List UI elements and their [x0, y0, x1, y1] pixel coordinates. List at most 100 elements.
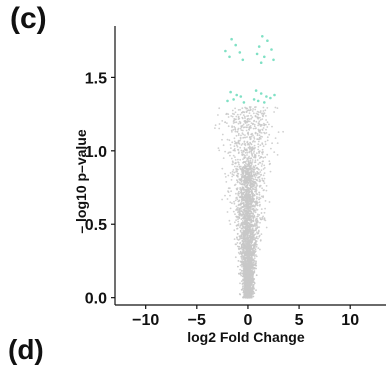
- nonsignificant-point: [249, 244, 252, 246]
- nonsignificant-point: [255, 208, 258, 210]
- significant-point: [232, 98, 235, 101]
- nonsignificant-point: [242, 149, 245, 152]
- nonsignificant-point: [252, 284, 255, 286]
- nonsignificant-point: [261, 142, 264, 145]
- nonsignificant-point: [243, 277, 246, 280]
- nonsignificant-point: [249, 227, 251, 230]
- nonsignificant-point: [227, 116, 230, 118]
- nonsignificant-point: [242, 126, 245, 129]
- nonsignificant-point: [235, 192, 237, 195]
- nonsignificant-point: [251, 146, 254, 149]
- nonsignificant-point: [261, 153, 264, 155]
- nonsignificant-point: [243, 279, 245, 281]
- nonsignificant-point: [237, 200, 240, 203]
- significant-point: [256, 99, 260, 103]
- nonsignificant-point: [248, 249, 251, 251]
- nonsignificant-point: [250, 157, 253, 160]
- nonsignificant-point: [250, 135, 253, 138]
- nonsignificant-point: [248, 255, 251, 257]
- nonsignificant-point: [246, 193, 248, 196]
- nonsignificant-point: [241, 142, 244, 145]
- nonsignificant-point: [256, 184, 259, 187]
- nonsignificant-point: [250, 172, 253, 175]
- nonsignificant-point: [258, 120, 261, 123]
- nonsignificant-point: [245, 257, 248, 259]
- nonsignificant-point: [254, 106, 256, 109]
- nonsignificant-point: [262, 174, 265, 177]
- nonsignificant-point: [251, 240, 254, 242]
- nonsignificant-point: [234, 199, 237, 202]
- nonsignificant-point: [251, 204, 254, 207]
- nonsignificant-point: [250, 296, 253, 298]
- nonsignificant-point: [231, 202, 233, 205]
- nonsignificant-point: [249, 136, 251, 138]
- nonsignificant-point: [240, 245, 243, 247]
- nonsignificant-point: [250, 221, 253, 224]
- nonsignificant-point: [251, 159, 254, 161]
- nonsignificant-point: [236, 113, 239, 116]
- nonsignificant-point: [242, 110, 244, 113]
- nonsignificant-point: [252, 295, 255, 298]
- nonsignificant-point: [260, 169, 263, 172]
- nonsignificant-point: [243, 178, 246, 181]
- nonsignificant-point: [255, 235, 258, 238]
- nonsignificant-point: [246, 266, 249, 269]
- nonsignificant-point: [235, 169, 238, 171]
- nonsignificant-point: [276, 107, 279, 109]
- nonsignificant-point: [252, 185, 254, 187]
- nonsignificant-point: [243, 208, 246, 211]
- nonsignificant-point: [239, 158, 242, 161]
- nonsignificant-point: [251, 123, 254, 126]
- nonsignificant-point: [249, 260, 252, 263]
- nonsignificant-point: [248, 118, 251, 120]
- nonsignificant-point: [246, 148, 248, 151]
- nonsignificant-point: [239, 268, 242, 271]
- nonsignificant-point: [248, 268, 251, 271]
- nonsignificant-point: [241, 215, 244, 217]
- significant-point: [265, 95, 268, 98]
- nonsignificant-point: [229, 207, 232, 210]
- nonsignificant-point: [243, 214, 246, 217]
- nonsignificant-point: [240, 125, 243, 127]
- nonsignificant-point: [258, 185, 261, 187]
- nonsignificant-point: [248, 180, 251, 183]
- nonsignificant-point: [236, 180, 239, 183]
- nonsignificant-point: [249, 257, 252, 259]
- nonsignificant-point: [243, 115, 246, 118]
- nonsignificant-point: [250, 252, 252, 255]
- nonsignificant-point: [244, 121, 247, 124]
- nonsignificant-point: [254, 262, 256, 265]
- nonsignificant-point: [246, 233, 249, 236]
- nonsignificant-point: [247, 204, 250, 207]
- nonsignificant-point: [252, 238, 254, 240]
- nonsignificant-point: [240, 129, 243, 132]
- nonsignificant-point: [226, 122, 228, 124]
- nonsignificant-point: [247, 291, 250, 294]
- nonsignificant-point: [256, 208, 259, 211]
- nonsignificant-point: [249, 138, 252, 141]
- x-tick-label: 5: [295, 312, 304, 329]
- significant-point: [229, 90, 232, 94]
- nonsignificant-point: [258, 201, 261, 204]
- nonsignificant-point: [258, 193, 261, 196]
- nonsignificant-point: [242, 282, 244, 285]
- nonsignificant-point: [258, 173, 260, 175]
- nonsignificant-point: [248, 150, 251, 153]
- nonsignificant-point: [263, 172, 266, 175]
- nonsignificant-point: [226, 198, 229, 200]
- nonsignificant-point: [252, 277, 254, 280]
- nonsignificant-point: [235, 121, 238, 124]
- nonsignificant-point: [243, 231, 246, 234]
- nonsignificant-point: [239, 113, 242, 116]
- nonsignificant-point: [237, 216, 239, 218]
- nonsignificant-point: [240, 144, 243, 146]
- nonsignificant-point: [232, 154, 235, 157]
- nonsignificant-point: [249, 206, 252, 209]
- nonsignificant-point: [252, 286, 254, 288]
- nonsignificant-point: [240, 233, 243, 236]
- nonsignificant-point: [242, 285, 244, 288]
- nonsignificant-point: [246, 158, 248, 160]
- nonsignificant-point: [259, 239, 262, 242]
- significant-point: [224, 49, 227, 53]
- nonsignificant-point: [260, 174, 262, 176]
